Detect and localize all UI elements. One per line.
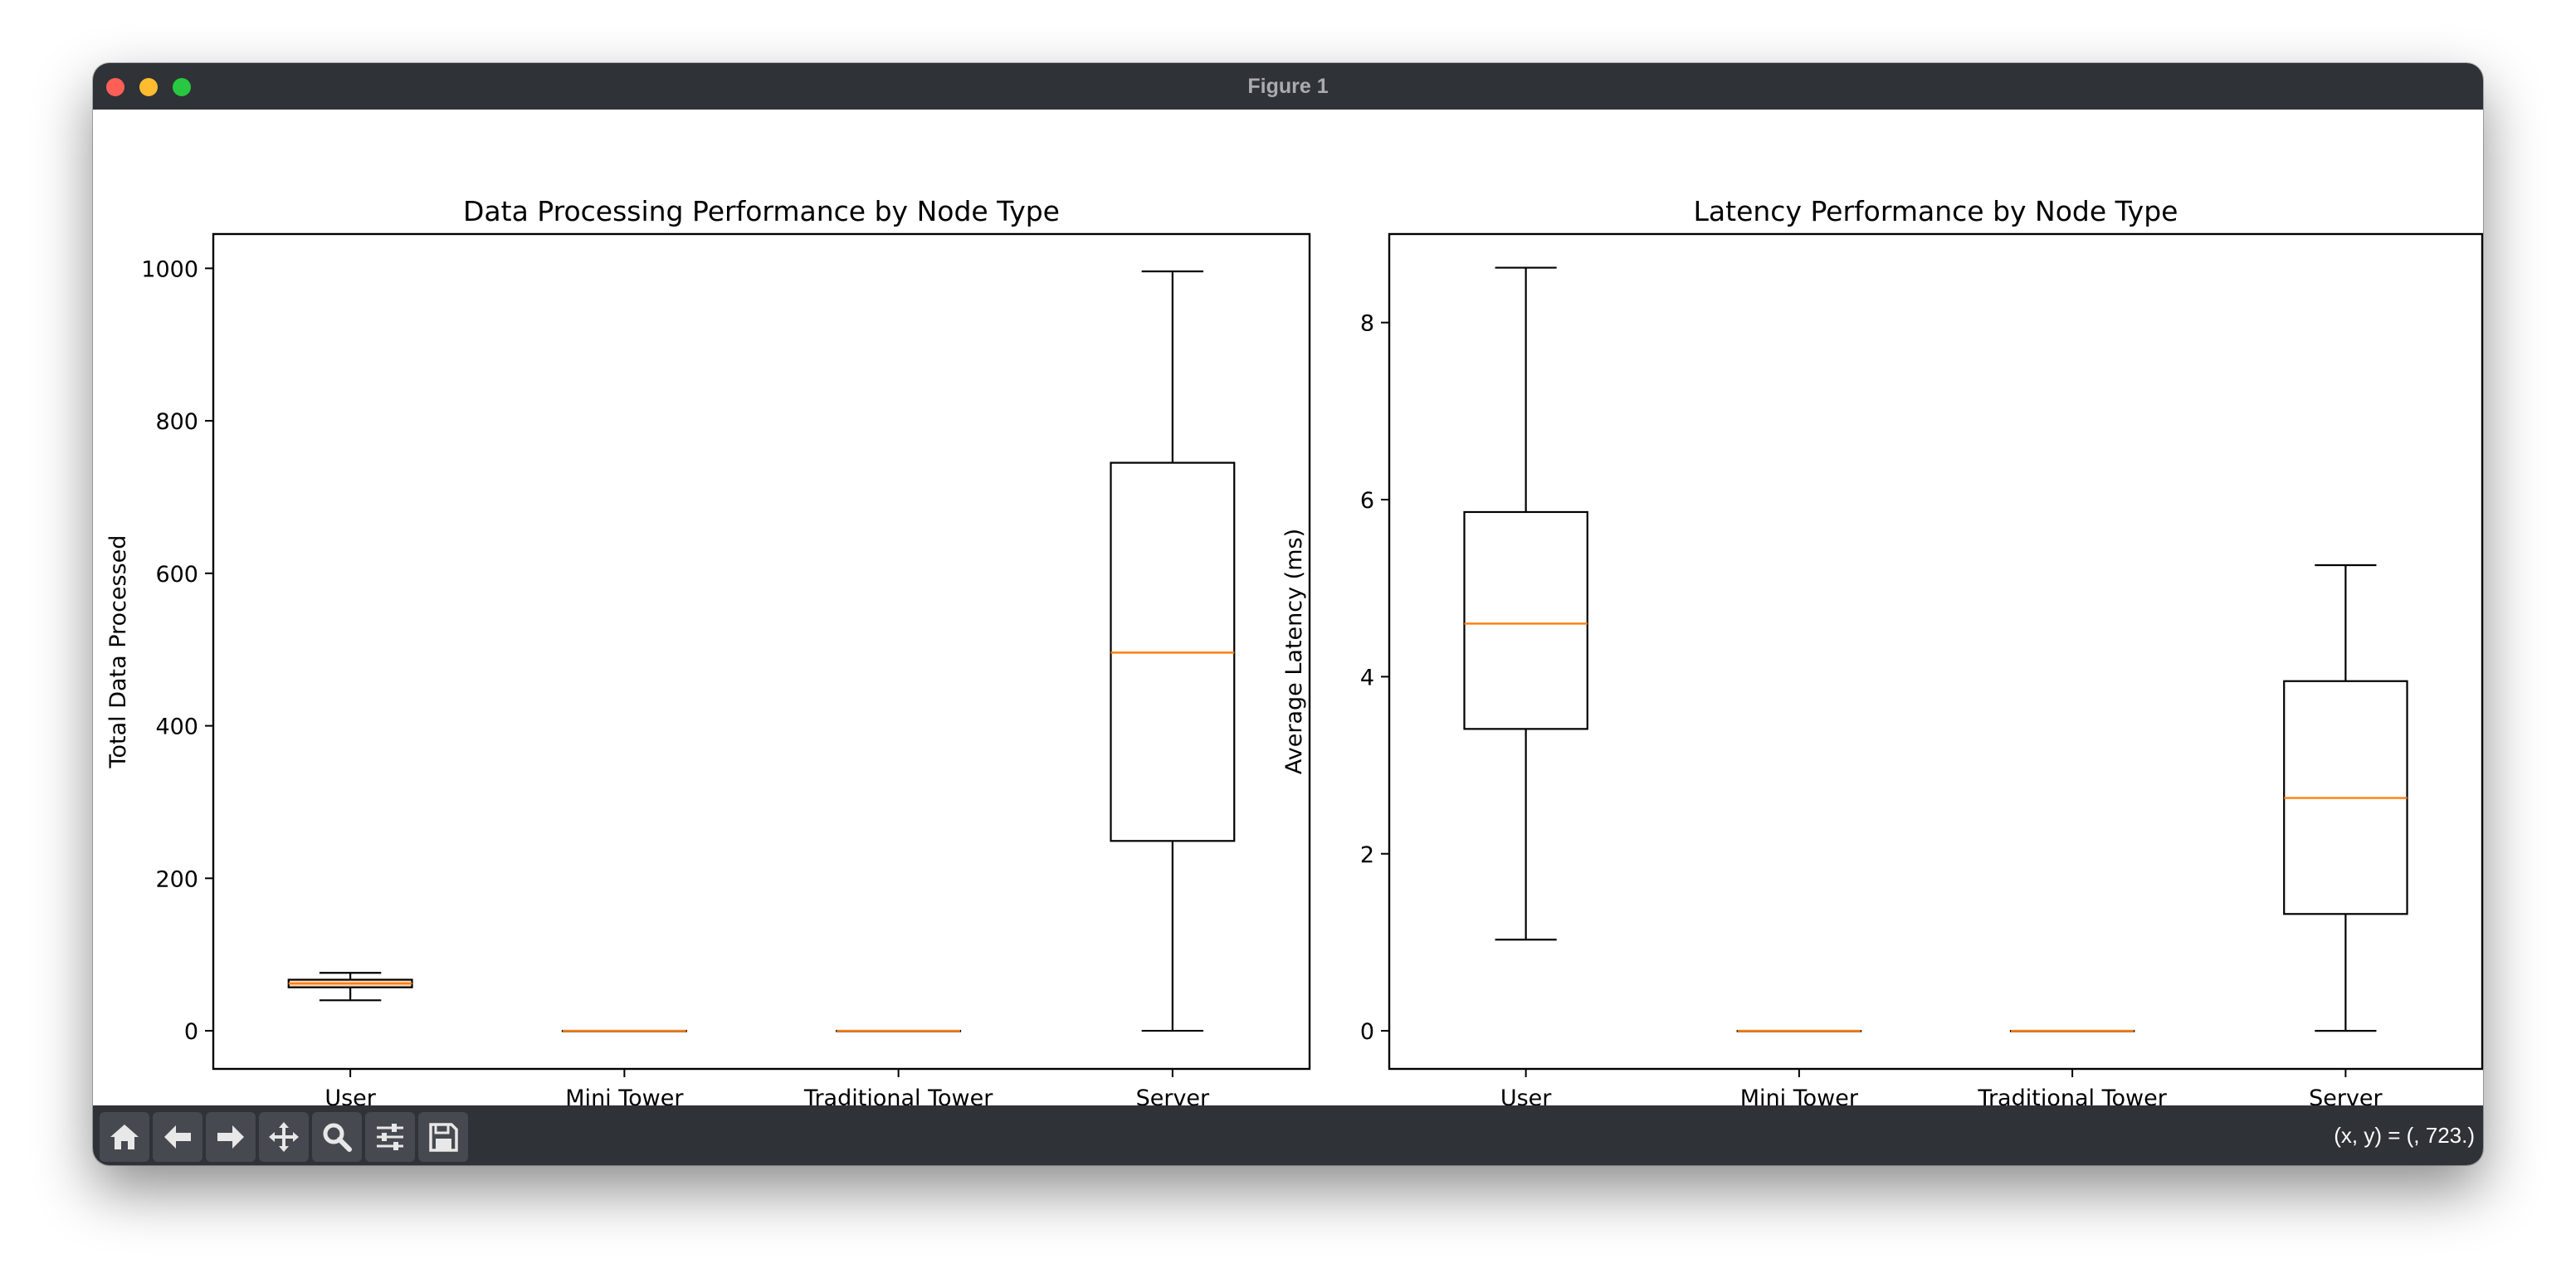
figure-canvas[interactable]: Data Processing Performance by Node Type… [93,110,2483,1111]
y-tick-label: 600 [155,562,198,588]
y-tick-label: 8 [1360,311,1374,337]
pan-button[interactable] [259,1112,309,1162]
y-axis-label: Average Latency (ms) [1281,529,1307,774]
y-axis-label: Total Data Processed [105,535,131,769]
y-tick-label: 2 [1360,842,1374,868]
minimize-window-button[interactable] [139,78,158,96]
floppy-disk-icon [429,1123,458,1152]
y-tick-label: 200 [155,866,198,892]
x-tick-label: User [324,1086,376,1105]
forward-button[interactable] [206,1112,256,1162]
x-tick-label: Server [2309,1086,2383,1105]
chart-title: Latency Performance by Node Type [1694,195,2178,227]
box-mini-tower [561,1029,687,1032]
move-icon [269,1122,299,1152]
configure-subplots-button[interactable] [365,1112,415,1162]
y-tick-label: 400 [155,715,198,740]
box-iqr [1463,510,1588,730]
box-server [1110,270,1236,1032]
x-tick-label: Mini Tower [1740,1086,1859,1105]
subplot-1: Data Processing Performance by Node Type… [105,195,1311,1111]
box-user [1463,266,1588,941]
home-button[interactable] [100,1112,149,1162]
box-traditional-tower [2009,1029,2135,1032]
box-server [2283,564,2408,1032]
figure-window: Figure 1 Data Processing Performance by … [93,63,2483,1165]
chart-title: Data Processing Performance by Node Type [463,195,1060,227]
box-traditional-tower [836,1029,962,1032]
zoom-window-button[interactable] [173,78,191,96]
sliders-icon [377,1124,403,1150]
back-button[interactable] [153,1112,202,1162]
arrow-right-icon [217,1125,244,1149]
y-tick-label: 6 [1360,488,1374,514]
cursor-coordinates: (x, y) = (, 723.) [2334,1123,2475,1148]
y-tick-label: 1000 [141,256,198,282]
box-user [287,972,413,1002]
y-tick-label: 4 [1360,665,1374,690]
x-tick-label: Traditional Tower [1977,1086,2167,1105]
arrow-left-icon [164,1125,191,1149]
x-tick-label: User [1500,1086,1552,1105]
save-button[interactable] [418,1112,468,1162]
y-tick-label: 0 [1360,1019,1374,1045]
navigation-toolbar: (x, y) = (, 723.) [93,1105,2483,1165]
home-icon [110,1125,139,1149]
box-mini-tower [1736,1029,1862,1032]
y-tick-label: 800 [155,409,198,435]
y-tick-label: 0 [184,1019,198,1045]
zoom-button[interactable] [312,1112,362,1162]
axes-frame [1388,232,2483,1071]
x-tick-label: Server [1136,1086,1210,1105]
figure-svg: Data Processing Performance by Node Type… [105,195,2483,1111]
window-title: Figure 1 [1247,75,1329,98]
close-window-button[interactable] [106,78,124,96]
x-tick-label: Traditional Tower [803,1086,993,1105]
axes-frame [212,232,1311,1071]
magnifier-icon [323,1123,352,1152]
title-bar: Figure 1 [93,63,2483,110]
x-tick-label: Mini Tower [565,1086,684,1105]
subplot-2: Latency Performance by Node Type Average … [1281,195,2483,1111]
